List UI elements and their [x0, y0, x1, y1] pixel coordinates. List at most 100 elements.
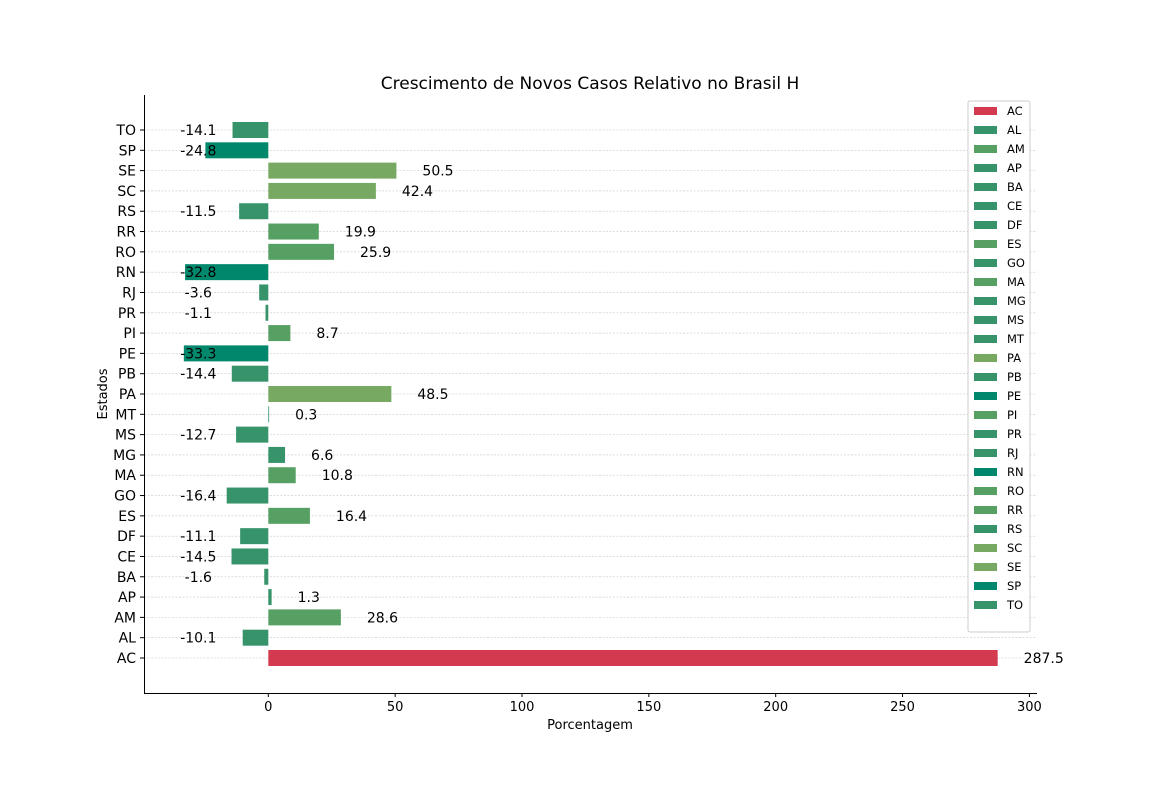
- bar-mt: [268, 406, 270, 423]
- data-label-mg: 6.6: [311, 448, 333, 464]
- y-ticks: AC AL AM AP BA CE DF ES GO MA MG MS MT PA PB PE PI PR RJ RN…: [113, 123, 144, 667]
- data-label-ma: 10.8: [322, 468, 353, 484]
- legend-label-ac: AC: [1007, 104, 1023, 118]
- legend-label-rn: RN: [1007, 465, 1024, 479]
- legend-box: [967, 100, 1031, 633]
- bar-ms: [236, 426, 269, 443]
- y-tick-label: PB: [118, 367, 136, 383]
- legend-swatch-am: [974, 145, 997, 153]
- legend-swatch-pr: [974, 430, 997, 438]
- y-tick-label: CE: [117, 549, 136, 565]
- y-tick-label: DF: [117, 529, 136, 545]
- legend-label-rs: RS: [1007, 522, 1022, 536]
- x-tick-label: 50: [387, 700, 404, 715]
- legend-label-go: GO: [1007, 256, 1025, 270]
- data-label-sp: -24.8: [180, 143, 216, 159]
- legend-label-se: SE: [1007, 560, 1022, 574]
- legend-swatch-rn: [974, 468, 997, 476]
- legend-swatch-mg: [974, 297, 997, 305]
- axes: [144, 95, 1037, 694]
- bar-ac: [268, 650, 998, 666]
- legend-swatch-pa: [974, 354, 997, 362]
- legend-label-sc: SC: [1007, 541, 1022, 555]
- bar-se: [268, 162, 397, 179]
- bar-rn: [185, 264, 269, 281]
- legend-swatch-to: [974, 601, 997, 609]
- bar-df: [240, 528, 269, 545]
- legend-swatch-ro: [974, 487, 997, 495]
- data-label-se: 50.5: [422, 164, 453, 180]
- bar-pa: [268, 386, 392, 402]
- bar-al: [242, 629, 269, 646]
- data-label-pr: -1.1: [185, 306, 212, 322]
- legend-swatch-go: [974, 259, 997, 267]
- x-axis-label: Porcentagem: [547, 718, 633, 733]
- y-tick-label: RJ: [122, 285, 136, 301]
- y-tick-label: ES: [118, 509, 136, 525]
- y-axis-label: Estados: [96, 368, 111, 419]
- data-label-sc: 42.4: [402, 184, 433, 200]
- data-label-rs: -11.5: [180, 204, 216, 220]
- y-tick-label: AP: [118, 590, 136, 606]
- legend-swatch-mt: [974, 335, 997, 343]
- data-label-df: -11.1: [180, 529, 216, 545]
- legend-label-pr: PR: [1007, 427, 1022, 441]
- legend-swatch-pe: [974, 392, 997, 400]
- data-label-rj: -3.6: [185, 285, 212, 301]
- legend-label-rj: RJ: [1007, 446, 1018, 460]
- bar-pb: [231, 365, 269, 382]
- bar-pe: [183, 345, 269, 362]
- legend-label-ce: CE: [1007, 199, 1022, 213]
- y-tick-label: PR: [118, 306, 136, 322]
- bar-am: [268, 609, 341, 626]
- data-label-ba: -1.6: [185, 570, 212, 586]
- legend-swatch-ba: [974, 183, 997, 191]
- bar-pi: [268, 325, 291, 342]
- legend-label-ba: BA: [1007, 180, 1023, 194]
- y-tick-label: SE: [118, 164, 136, 180]
- data-label-am: 28.6: [367, 610, 398, 626]
- data-label-pa: 48.5: [417, 387, 448, 403]
- data-label-ce: -14.5: [180, 549, 216, 565]
- data-label-ac: 287.5: [1024, 651, 1064, 667]
- bar-ba: [264, 568, 269, 585]
- bar-go: [226, 487, 269, 504]
- data-label-go: -16.4: [180, 489, 216, 505]
- data-label-es: 16.4: [336, 509, 367, 525]
- legend-swatch-rs: [974, 525, 997, 533]
- bar-ce: [231, 548, 269, 565]
- legend-swatch-ap: [974, 164, 997, 172]
- y-tick-label: MT: [115, 407, 136, 423]
- legend-label-ro: RO: [1007, 484, 1024, 498]
- legend-label-mt: MT: [1007, 332, 1025, 346]
- y-tick-label: BA: [117, 570, 137, 586]
- x-tick-label: 150: [636, 700, 661, 715]
- legend-swatch-al: [974, 126, 997, 134]
- legend-label-pi: PI: [1007, 408, 1017, 422]
- data-label-pe: -33.3: [180, 346, 216, 362]
- y-tick-label: RS: [117, 204, 136, 220]
- y-tick-label: MG: [113, 448, 136, 464]
- legend-swatch-es: [974, 240, 997, 248]
- data-label-rr: 19.9: [345, 225, 376, 241]
- legend-swatch-sp: [974, 582, 997, 590]
- y-tick-label: PA: [119, 387, 137, 403]
- data-label-rn: -32.8: [180, 265, 216, 281]
- x-tick-label: 100: [510, 700, 535, 715]
- legend-swatch-pb: [974, 373, 997, 381]
- legend-swatch-df: [974, 221, 997, 229]
- data-labels: 287.5 -10.1 28.6 1.3 -1.6 -14.5 -11.1 16.4 -16.4…: [180, 123, 1064, 667]
- y-tick-label: RR: [117, 225, 137, 241]
- legend-label-ms: MS: [1007, 313, 1024, 327]
- legend-label-ap: AP: [1007, 161, 1022, 175]
- legend-swatch-ac: [974, 107, 997, 115]
- legend-label-sp: SP: [1007, 579, 1021, 593]
- y-tick-label: RN: [116, 265, 136, 281]
- y-tick-label: SP: [119, 143, 136, 159]
- y-tick-label: AL: [119, 631, 137, 647]
- y-tick-label: GO: [114, 489, 136, 505]
- legend-swatch-ce: [974, 202, 997, 210]
- bar-sp: [205, 142, 269, 159]
- y-tick-label: SC: [117, 184, 136, 200]
